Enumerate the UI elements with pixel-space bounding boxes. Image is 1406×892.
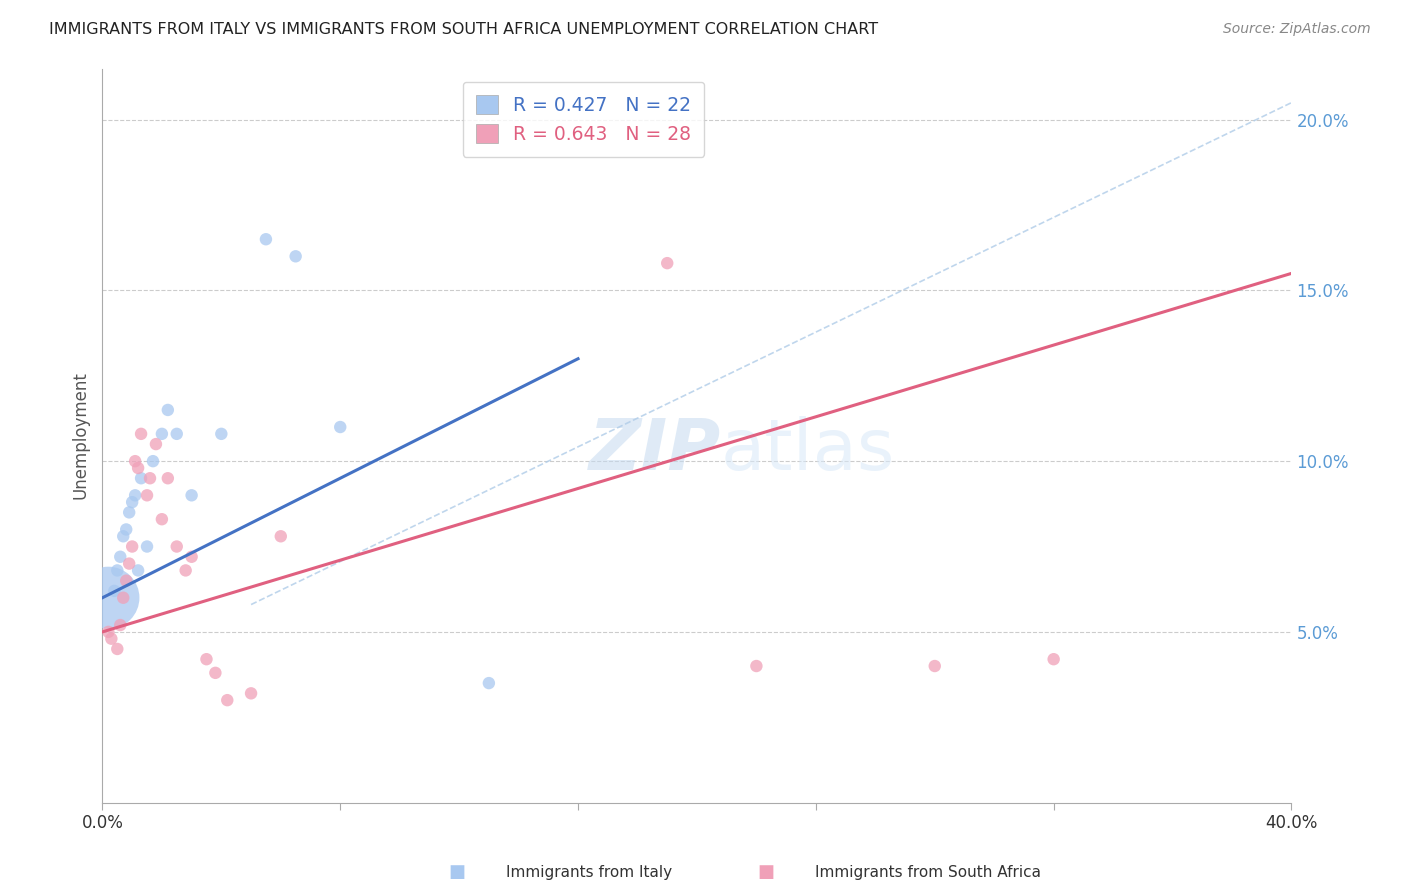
Point <box>139 471 162 485</box>
Point <box>112 591 135 605</box>
Point <box>112 529 135 543</box>
Point <box>129 471 152 485</box>
Text: Source: ZipAtlas.com: Source: ZipAtlas.com <box>1223 22 1371 37</box>
Text: ZIP: ZIP <box>589 416 721 484</box>
Point <box>115 523 138 537</box>
Point <box>156 403 179 417</box>
Point <box>121 495 143 509</box>
Point <box>180 488 202 502</box>
Point <box>129 426 152 441</box>
Point <box>156 471 179 485</box>
Text: Immigrants from Italy: Immigrants from Italy <box>506 865 672 880</box>
Point <box>254 232 277 246</box>
Point <box>127 563 149 577</box>
Point <box>204 665 226 680</box>
Point <box>97 624 120 639</box>
Point <box>127 461 149 475</box>
Point <box>136 540 159 554</box>
Point <box>110 549 132 564</box>
Point <box>924 659 946 673</box>
Point <box>110 618 132 632</box>
Legend: R = 0.427   N = 22, R = 0.643   N = 28: R = 0.427 N = 22, R = 0.643 N = 28 <box>463 81 704 157</box>
Point <box>105 563 128 577</box>
Point <box>103 583 125 598</box>
Point <box>121 540 143 554</box>
Point <box>166 540 188 554</box>
Point <box>105 642 128 657</box>
Point <box>136 488 159 502</box>
Point <box>124 454 146 468</box>
Point <box>657 256 679 270</box>
Point <box>284 249 307 263</box>
Point <box>217 693 239 707</box>
Text: ■: ■ <box>758 863 775 881</box>
Point <box>270 529 292 543</box>
Point <box>115 574 138 588</box>
Y-axis label: Unemployment: Unemployment <box>72 372 89 500</box>
Point <box>1042 652 1064 666</box>
Point <box>97 591 120 605</box>
Point <box>166 426 188 441</box>
Point <box>142 454 165 468</box>
Point <box>118 505 141 519</box>
Point <box>240 686 263 700</box>
Text: IMMIGRANTS FROM ITALY VS IMMIGRANTS FROM SOUTH AFRICA UNEMPLOYMENT CORRELATION C: IMMIGRANTS FROM ITALY VS IMMIGRANTS FROM… <box>49 22 879 37</box>
Point <box>145 437 167 451</box>
Point <box>478 676 501 690</box>
Point <box>174 563 197 577</box>
Point <box>150 512 173 526</box>
Point <box>100 632 122 646</box>
Text: ■: ■ <box>449 863 465 881</box>
Point <box>150 426 173 441</box>
Point <box>180 549 202 564</box>
Point <box>209 426 232 441</box>
Text: atlas: atlas <box>721 416 896 484</box>
Point <box>124 488 146 502</box>
Point <box>745 659 768 673</box>
Text: Immigrants from South Africa: Immigrants from South Africa <box>815 865 1042 880</box>
Point <box>118 557 141 571</box>
Point <box>329 420 352 434</box>
Point <box>195 652 218 666</box>
